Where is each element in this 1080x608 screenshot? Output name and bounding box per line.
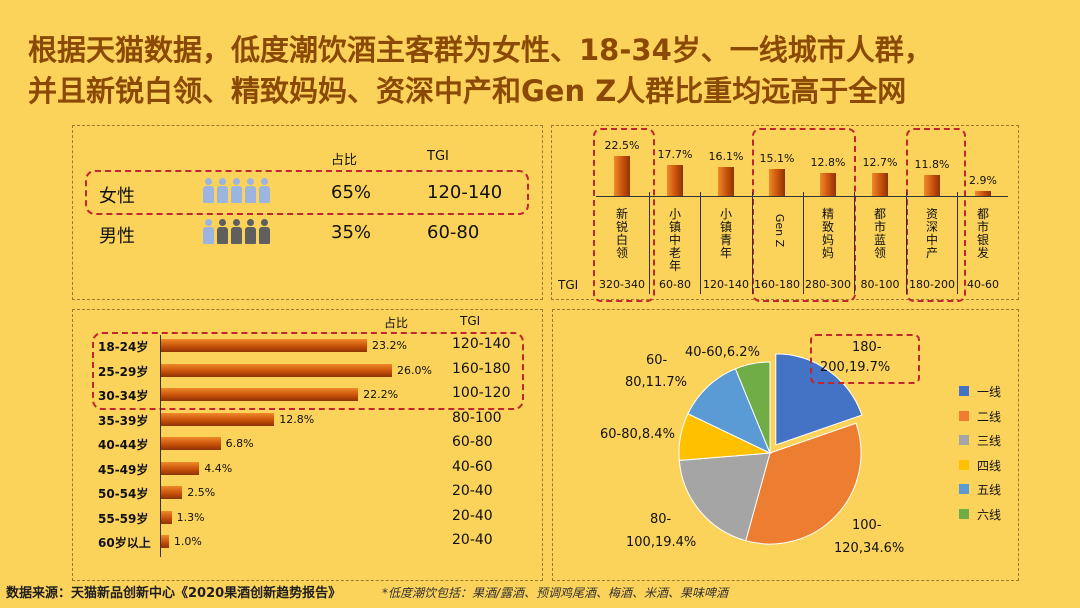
person-head — [233, 178, 240, 185]
male-person-icon — [217, 219, 228, 244]
person-body — [245, 186, 256, 203]
person-body — [217, 227, 228, 244]
data-source: 数据来源：天猫新品创新中心《2020果酒创新趋势报告》 — [6, 586, 342, 601]
person-body — [259, 186, 270, 203]
footnote: *低度潮饮包括：果酒/露酒、预调鸡尾酒、梅酒、米酒、果味啤酒 — [382, 586, 729, 600]
pie-slice-六线 — [734, 361, 771, 454]
female-person-icons — [203, 178, 283, 206]
male-person-icon — [259, 219, 270, 244]
person-body — [217, 186, 228, 203]
person-body — [203, 186, 214, 203]
female-person-icon — [231, 178, 242, 203]
gender-tgi-female: 120-140 — [427, 182, 503, 203]
page-title: 根据天猫数据，低度潮饮酒主客群为女性、18-34岁、一线城市人群， 并且新锐白领… — [28, 30, 1078, 112]
gender-share-header: 占比 — [331, 153, 358, 168]
person-head — [219, 178, 226, 185]
person-body — [259, 227, 270, 244]
pie-slice-五线 — [687, 368, 771, 455]
person-body — [231, 227, 242, 244]
age-panel — [72, 309, 543, 581]
title-line-1: 根据天猫数据，低度潮饮酒主客群为女性、18-34岁、一线城市人群， — [28, 33, 933, 67]
person-head — [219, 219, 226, 226]
person-head — [205, 178, 212, 185]
gender-label-female: 女性 — [99, 186, 135, 207]
city-tier-panel — [552, 309, 1019, 581]
female-person-icon — [203, 178, 214, 203]
male-person-icon — [245, 219, 256, 244]
male-person-icon — [203, 219, 214, 244]
person-head — [247, 219, 254, 226]
person-head — [261, 219, 268, 226]
female-highlight-box — [85, 170, 529, 215]
pie-slice-三线 — [678, 452, 771, 542]
person-body — [231, 186, 242, 203]
gender-share-male: 35% — [331, 222, 372, 243]
gender-panel: 占比 TGI 女性 65% 120-140 男性 35% 60-80 — [72, 125, 543, 300]
gender-tgi-header: TGI — [427, 149, 449, 164]
person-head — [247, 178, 254, 185]
female-person-icon — [259, 178, 270, 203]
person-head — [261, 178, 268, 185]
person-body — [245, 227, 256, 244]
person-head — [205, 219, 212, 226]
gender-label-male: 男性 — [99, 226, 135, 247]
pie-slice-二线 — [745, 422, 862, 545]
female-person-icon — [245, 178, 256, 203]
gender-share-female: 65% — [331, 182, 372, 203]
male-person-icons — [203, 219, 283, 247]
male-person-icon — [231, 219, 242, 244]
female-person-icon — [217, 178, 228, 203]
pie-slice-一线 — [775, 353, 863, 446]
person-body — [203, 227, 214, 244]
title-line-2: 并且新锐白领、精致妈妈、资深中产和Gen Z人群比重均远高于全网 — [28, 74, 907, 108]
gender-tgi-male: 60-80 — [427, 222, 480, 243]
person-head — [233, 219, 240, 226]
segments-panel — [551, 125, 1019, 300]
